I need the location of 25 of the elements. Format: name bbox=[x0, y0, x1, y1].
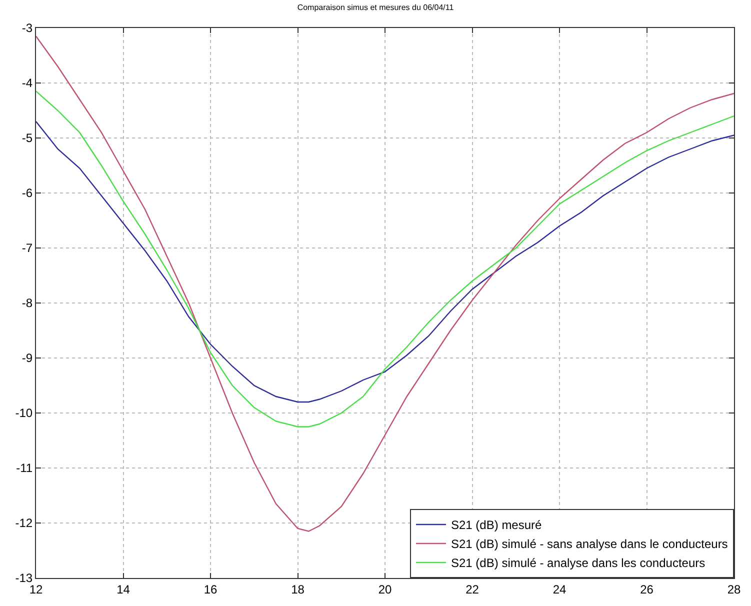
y-tick-label: -7 bbox=[22, 241, 33, 256]
y-tick-label: -9 bbox=[22, 351, 33, 366]
x-tick-label: 14 bbox=[116, 582, 130, 596]
x-tick-label: 16 bbox=[204, 582, 218, 596]
legend-label: S21 (dB) simulé - analyse dans les conducteurs bbox=[451, 556, 706, 570]
y-tick-label: -12 bbox=[15, 516, 33, 530]
y-tick-label: -5 bbox=[22, 131, 33, 146]
x-tick-label: 26 bbox=[640, 582, 654, 596]
x-tick-label: 24 bbox=[552, 582, 566, 596]
legend-label: S21 (dB) simulé - sans analyse dans le conducteurs bbox=[451, 537, 728, 552]
x-tick-label: 22 bbox=[466, 582, 480, 596]
y-tick-label: -3 bbox=[22, 21, 33, 36]
y-tick-label: -6 bbox=[22, 186, 33, 200]
line-series bbox=[36, 36, 734, 532]
legend-label: S21 (dB) mesuré bbox=[451, 518, 542, 532]
line-series bbox=[36, 90, 734, 428]
x-tick-label: 18 bbox=[291, 582, 305, 596]
y-tick-label: -8 bbox=[22, 296, 33, 310]
line-series bbox=[36, 120, 734, 403]
x-tick-label: 20 bbox=[378, 582, 392, 596]
y-tick-label: -10 bbox=[15, 406, 33, 420]
y-tick-label: -11 bbox=[16, 461, 33, 476]
y-tick-label: -4 bbox=[22, 76, 33, 90]
chart-title: Comparaison simus et mesures du 06/04/11 bbox=[297, 2, 454, 12]
x-tick-label: 28 bbox=[727, 582, 741, 596]
